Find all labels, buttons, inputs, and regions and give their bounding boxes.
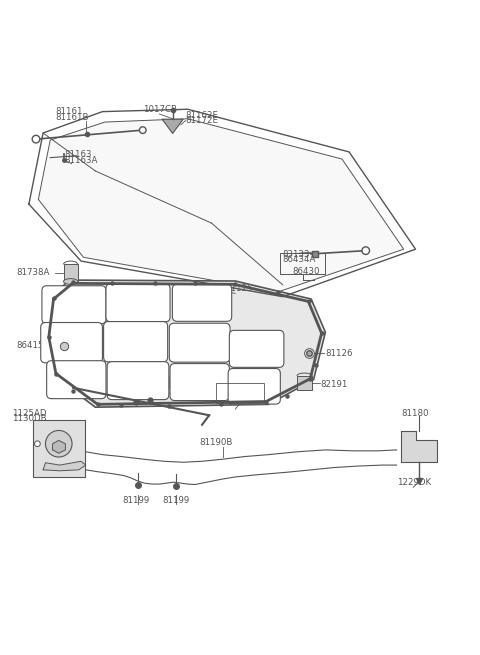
- Text: 81163: 81163: [64, 150, 92, 159]
- Polygon shape: [38, 119, 404, 292]
- Text: 86415A: 86415A: [16, 341, 49, 350]
- Text: 1130DB: 1130DB: [12, 415, 47, 423]
- Circle shape: [35, 441, 40, 447]
- FancyBboxPatch shape: [41, 322, 102, 363]
- Text: 1229DK: 1229DK: [396, 478, 431, 487]
- FancyBboxPatch shape: [169, 323, 230, 362]
- Polygon shape: [401, 431, 437, 462]
- Text: 83133: 83133: [283, 250, 310, 259]
- Text: 81199: 81199: [122, 496, 149, 505]
- FancyBboxPatch shape: [228, 369, 280, 404]
- FancyBboxPatch shape: [47, 361, 106, 399]
- Bar: [63, 265, 78, 282]
- Text: 82191: 82191: [321, 380, 348, 389]
- Text: 1125AD: 1125AD: [12, 409, 47, 418]
- Text: 81163A: 81163A: [64, 156, 98, 165]
- FancyBboxPatch shape: [104, 322, 168, 362]
- Polygon shape: [162, 119, 183, 134]
- FancyBboxPatch shape: [170, 364, 229, 401]
- Polygon shape: [53, 440, 65, 453]
- Polygon shape: [43, 461, 86, 471]
- Text: 81180: 81180: [401, 409, 429, 418]
- FancyBboxPatch shape: [229, 330, 284, 367]
- Text: 86435B: 86435B: [216, 382, 250, 390]
- Circle shape: [139, 127, 146, 134]
- Ellipse shape: [63, 278, 78, 284]
- Bar: [33, 420, 85, 477]
- Text: 81738A: 81738A: [16, 269, 49, 278]
- Text: 86430: 86430: [292, 267, 320, 276]
- Text: 81172E: 81172E: [185, 117, 218, 125]
- Circle shape: [32, 136, 40, 143]
- Text: 81126: 81126: [325, 348, 353, 358]
- Text: 86434A: 86434A: [283, 255, 316, 265]
- Text: 81130: 81130: [53, 468, 80, 477]
- Text: 81162E: 81162E: [185, 111, 218, 120]
- Text: 81199: 81199: [162, 496, 190, 505]
- Circle shape: [46, 430, 72, 457]
- Text: 81161: 81161: [55, 107, 83, 117]
- Text: 81190B: 81190B: [200, 438, 233, 447]
- Text: 81161B: 81161B: [55, 113, 88, 122]
- FancyBboxPatch shape: [172, 284, 232, 322]
- FancyBboxPatch shape: [42, 286, 106, 324]
- Circle shape: [362, 247, 370, 254]
- FancyBboxPatch shape: [106, 284, 170, 322]
- Text: 81125: 81125: [226, 284, 253, 293]
- Text: 1017CB: 1017CB: [143, 105, 177, 114]
- FancyBboxPatch shape: [107, 362, 169, 400]
- Bar: [297, 376, 312, 390]
- Text: 82132: 82132: [164, 376, 192, 385]
- Text: 86438A: 86438A: [164, 382, 197, 390]
- Polygon shape: [46, 280, 325, 407]
